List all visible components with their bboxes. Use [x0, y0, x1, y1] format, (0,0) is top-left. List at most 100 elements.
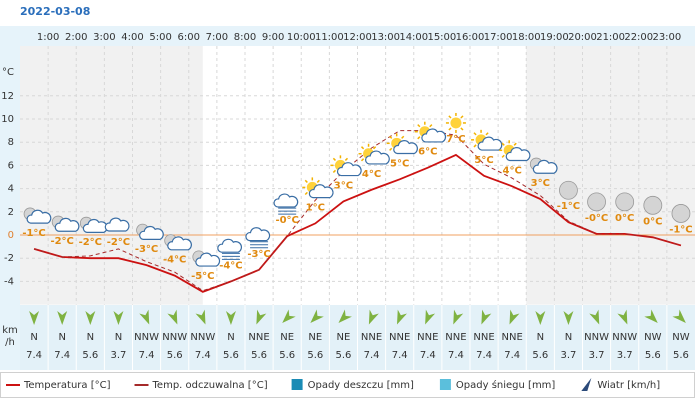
sun-ray: [332, 157, 337, 161]
weather-icon: [136, 223, 164, 240]
wind-arrow: [310, 309, 324, 323]
weather-icon: [358, 143, 390, 165]
cloud: [393, 140, 418, 155]
wind-speed: 7.4: [139, 350, 155, 361]
hour-label: 22:00: [624, 32, 653, 43]
temperature-line: [33, 153, 682, 293]
legend-arrow: [581, 378, 592, 391]
weather-icon: [386, 133, 418, 155]
weather-icon: [217, 238, 243, 260]
wind-direction: N: [565, 332, 572, 343]
wind-arrow: [481, 309, 492, 325]
cloud: [167, 236, 192, 251]
hour-label: 1:00: [37, 32, 59, 43]
cloud: [421, 128, 447, 143]
cloud: [195, 252, 221, 267]
sun-ray: [316, 179, 320, 183]
wind-arrow: [425, 309, 436, 325]
sun-ray: [460, 127, 464, 131]
wind-speed: 3.7: [560, 350, 576, 361]
wind-direction: N: [58, 332, 65, 343]
wind-arrow: [617, 309, 628, 325]
sun-ray: [501, 154, 505, 158]
moon: [615, 192, 635, 212]
wind-direction: NE: [308, 332, 322, 343]
wind-direction: NNW: [134, 332, 159, 343]
wind-direction: NNE: [445, 332, 466, 343]
wind-arrow: [256, 309, 267, 325]
sun-ray: [389, 147, 393, 151]
wind-speed: 7.4: [54, 350, 70, 361]
moon: [587, 192, 606, 212]
weather-icon: [192, 250, 221, 267]
wind-direction: NNE: [502, 332, 523, 343]
header-band: [20, 26, 695, 46]
y-unit: °C: [2, 67, 14, 78]
cloud: [308, 184, 334, 199]
cloud: [26, 209, 52, 224]
wind-speed: 5.6: [251, 350, 267, 361]
wind-unit: /h: [5, 337, 15, 348]
sun-ray: [389, 135, 393, 139]
wind-speed: 5.6: [335, 350, 351, 361]
wind-arrow: [644, 309, 658, 323]
hour-label: 11:00: [315, 32, 344, 43]
legend-swatch: [291, 379, 303, 390]
wind-speed: 5.6: [673, 350, 689, 361]
hour-label: 20:00: [568, 32, 597, 43]
temperature-line: [33, 130, 682, 292]
moon: [643, 195, 663, 215]
temperature-label: -2°C: [107, 237, 130, 248]
weather-icon: [445, 112, 466, 133]
wind-arrow: [282, 309, 296, 323]
wind-arrow: [85, 311, 96, 325]
wind-arrow: [29, 311, 40, 325]
legend-label: Temp. odczuwalna [°C]: [152, 380, 268, 391]
sun-ray: [473, 144, 477, 148]
wind-speed: 7.4: [195, 350, 211, 361]
sun-ray: [501, 142, 505, 146]
temperature-label: -5°C: [191, 271, 214, 282]
wind-arrow: [195, 309, 206, 325]
weather-icon: [643, 195, 663, 215]
temperature-label: -4°C: [163, 255, 186, 266]
wind-speed: 5.6: [279, 350, 295, 361]
temperature-label: 4°C: [362, 169, 381, 180]
wind-direction: NW: [644, 332, 661, 343]
wind-speed: 7.4: [392, 350, 408, 361]
y-tick-label: 4: [8, 184, 14, 195]
sun-ray: [448, 127, 452, 131]
wind-direction: N: [30, 332, 37, 343]
y-tick-label: 2: [8, 207, 14, 218]
temperature-label: -0°C: [585, 213, 608, 224]
sun-ray: [372, 146, 377, 150]
weather-icon: [615, 192, 635, 212]
weather-icon: [302, 177, 334, 199]
wind-direction: N: [115, 332, 122, 343]
wind-speed: 7.4: [476, 350, 492, 361]
sun-ray: [401, 135, 405, 139]
cloud: [365, 150, 390, 165]
weather-icon: [529, 157, 558, 174]
hour-label: 13:00: [371, 32, 400, 43]
hour-label: 23:00: [652, 32, 681, 43]
y-tick-label: 12: [1, 91, 14, 102]
cloud: [477, 136, 503, 151]
temperature-label: 7°C: [446, 134, 465, 145]
y-tick-label: 0: [8, 230, 14, 241]
date: 2022-03-08: [20, 5, 90, 18]
cloud: [54, 217, 80, 232]
cloud: [532, 159, 558, 174]
cloud: [273, 193, 299, 208]
wind-arrow: [535, 311, 546, 325]
sun-ray: [344, 157, 349, 161]
legend-label: Opady śniegu [mm]: [456, 379, 556, 391]
temperature-label: 5°C: [474, 155, 493, 166]
sun-ray: [429, 124, 433, 128]
temperature-label: 0°C: [643, 216, 662, 227]
moon: [671, 204, 691, 223]
hour-label: 14:00: [399, 32, 428, 43]
cloud: [336, 162, 362, 177]
y-tick-label: 8: [8, 137, 14, 148]
